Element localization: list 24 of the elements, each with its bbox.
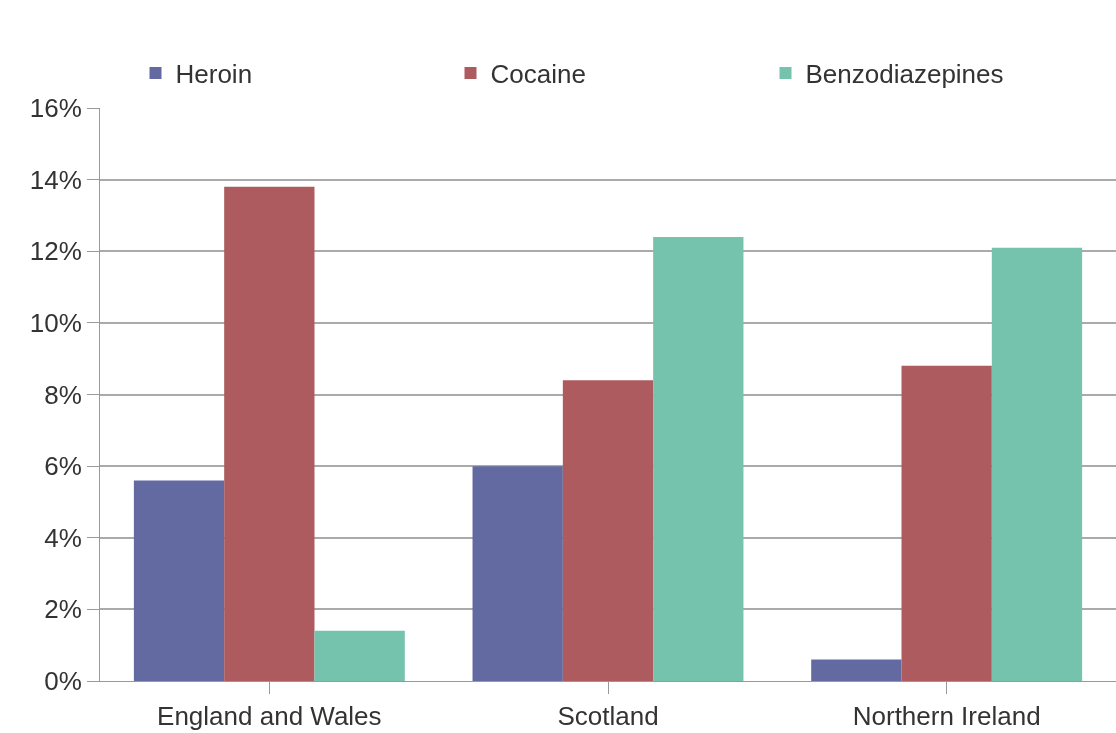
bar — [901, 365, 992, 681]
bar — [314, 630, 405, 681]
y-tick-label: 10% — [29, 307, 82, 338]
x-tick-label: Scotland — [557, 701, 659, 732]
bar — [991, 247, 1083, 681]
y-tick-label: 0% — [44, 666, 82, 697]
y-tick-label: 14% — [29, 164, 82, 195]
bar — [811, 659, 902, 681]
legend-label: Benzodiazepines — [805, 59, 1004, 90]
y-tick-label: 8% — [44, 379, 82, 410]
x-tick-label: England and Wales — [157, 701, 382, 732]
legend-label: Cocaine — [490, 59, 586, 90]
bar — [133, 480, 225, 681]
y-tick-label: 16% — [29, 93, 82, 124]
y-tick-label: 6% — [44, 451, 82, 482]
bar — [224, 186, 315, 681]
bar — [562, 380, 654, 681]
y-tick-label: 2% — [44, 594, 82, 625]
x-tick-label: Northern Ireland — [852, 701, 1041, 732]
bar — [653, 236, 744, 681]
y-tick-label: 12% — [29, 236, 82, 267]
bar — [472, 466, 563, 681]
legend-label: Heroin — [175, 59, 253, 90]
y-tick-label: 4% — [44, 522, 82, 553]
